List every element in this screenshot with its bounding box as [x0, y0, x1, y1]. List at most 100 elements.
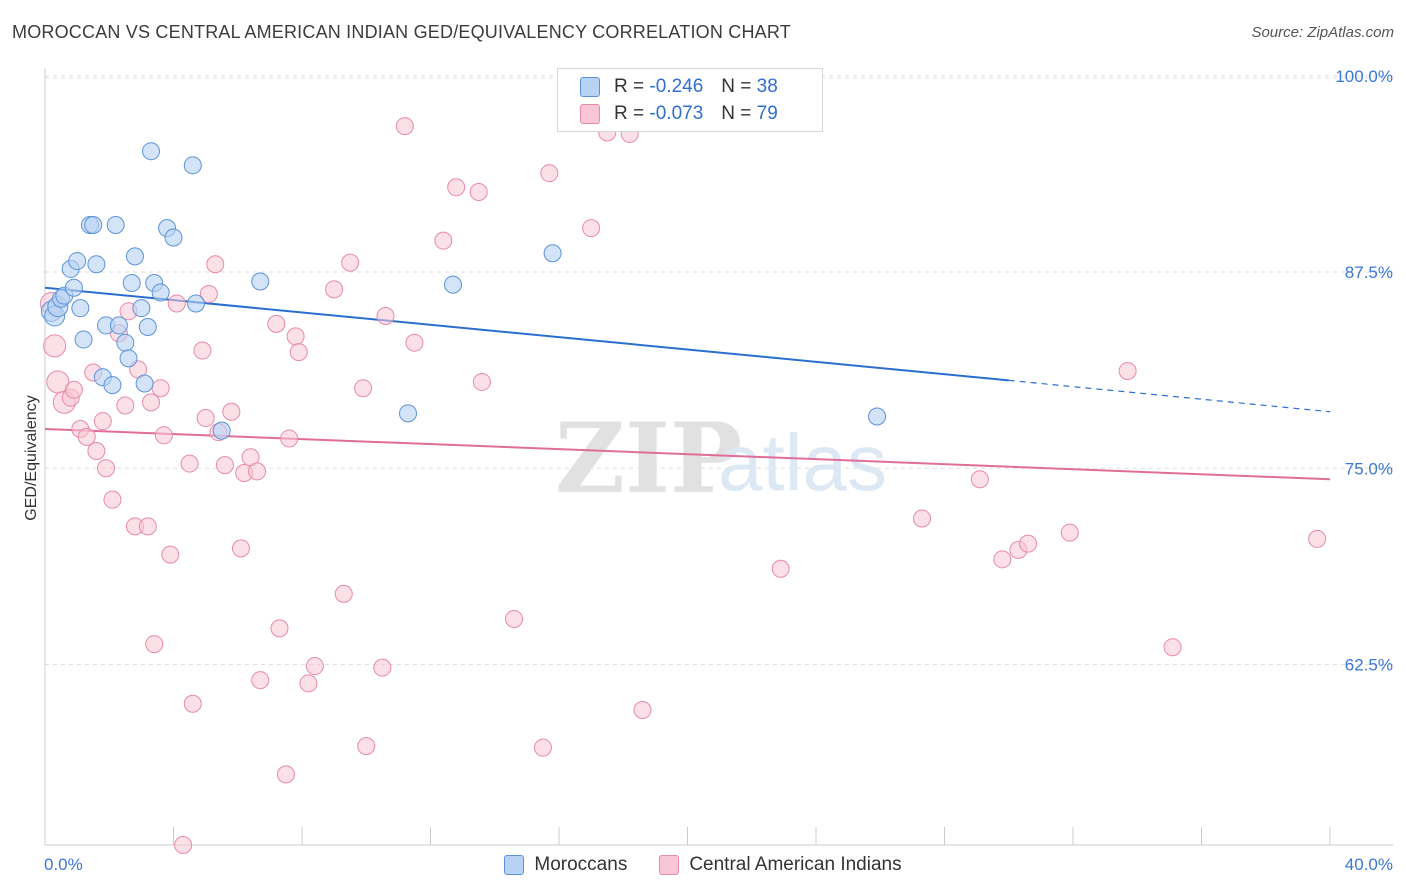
moroccans-point — [116, 333, 135, 352]
central-american-indians-point — [405, 333, 424, 352]
central-american-indians-point — [145, 635, 164, 654]
legend-row-moroccans: R = -0.246 N = 38 — [580, 75, 778, 99]
central-american-indians-point — [222, 402, 241, 421]
r-label: R = — [614, 76, 645, 97]
central-american-indians-point — [395, 117, 414, 136]
central-american-indians-point — [248, 462, 267, 481]
central-american-indians-point — [116, 396, 135, 415]
moroccans-point — [125, 247, 144, 266]
central-american-indians-point — [215, 456, 234, 475]
y-tick-label: 62.5% — [1345, 655, 1393, 674]
moroccans-point — [443, 275, 462, 294]
central-american-indians-point — [289, 343, 308, 362]
moroccans-point — [399, 404, 418, 423]
central-american-indians-point — [103, 490, 122, 509]
central-american-indians-point — [325, 280, 344, 299]
central-american-indians-trend-line — [44, 428, 1331, 481]
central-american-indians-point — [280, 429, 299, 448]
central-american-indians-point — [970, 470, 989, 489]
central-american-indians-point — [582, 219, 601, 238]
moroccans-trend-line — [44, 286, 1009, 382]
central-american-indians-point — [1060, 523, 1079, 542]
central-american-indians-point — [341, 253, 360, 272]
central-american-indians-point — [270, 619, 289, 638]
legend-label: Moroccans — [534, 854, 628, 875]
moroccans-point — [132, 299, 151, 318]
moroccans-point — [74, 330, 93, 349]
moroccans-point — [122, 274, 141, 293]
moroccans-point — [186, 294, 205, 313]
chart-title: MOROCCAN VS CENTRAL AMERICAN INDIAN GED/… — [12, 22, 791, 42]
moroccans-point — [71, 299, 90, 318]
legend-item-moroccans[interactable]: Moroccans — [504, 854, 627, 876]
central-american-indians-point — [354, 379, 373, 398]
central-american-indians-point — [505, 609, 524, 628]
r-value: -0.073 — [649, 103, 704, 124]
legend-label: Central American Indians — [689, 854, 902, 875]
n-label: N = — [721, 103, 752, 124]
central-american-indians-point — [43, 334, 67, 358]
moroccans-point — [84, 215, 103, 234]
central-american-indians-point — [231, 539, 250, 558]
central-american-indians-point — [286, 327, 305, 346]
central-american-indians-point — [267, 314, 286, 333]
moroccans-point — [543, 244, 562, 263]
central-american-indians-point — [161, 545, 180, 564]
central-american-indians-point — [447, 178, 466, 197]
blue-swatch — [580, 77, 600, 97]
central-american-indians-point — [93, 412, 112, 431]
watermark-zip: ZIP — [555, 402, 742, 515]
central-american-indians-point — [196, 409, 215, 428]
central-american-indians-point — [376, 307, 395, 326]
central-american-indians-point — [305, 657, 324, 676]
moroccans-point — [212, 421, 231, 440]
central-american-indians-point — [1163, 638, 1182, 657]
n-value: 38 — [756, 76, 778, 97]
r-label: R = — [614, 103, 645, 124]
central-american-indians-point — [154, 426, 173, 445]
central-american-indians-point — [97, 459, 116, 478]
moroccans-point — [106, 215, 125, 234]
source-label: Source: ZipAtlas.com — [1251, 24, 1394, 41]
y-tick-label: 100.0% — [1335, 67, 1393, 86]
central-american-indians-point — [174, 836, 193, 854]
central-american-indians-point — [633, 701, 652, 720]
central-american-indians-point — [276, 765, 295, 784]
r-value: -0.246 — [649, 76, 704, 97]
moroccans-point — [64, 278, 83, 297]
moroccans-point — [251, 272, 270, 291]
central-american-indians-point — [1019, 534, 1038, 553]
central-american-indians-point — [472, 372, 491, 391]
moroccans-point — [103, 376, 122, 395]
axes — [44, 68, 1393, 846]
central-american-indians-point — [151, 379, 170, 398]
moroccans-point — [119, 349, 138, 368]
moroccans-point — [135, 374, 154, 393]
moroccans-point — [138, 318, 157, 336]
central-american-indians-point — [1308, 529, 1327, 548]
moroccans-point — [183, 156, 202, 175]
central-american-indians-point — [138, 517, 157, 536]
legend-row-central-american-indians: R = -0.073 N = 79 — [580, 102, 778, 126]
central-american-indians-point — [540, 164, 559, 183]
central-american-indians-point — [533, 738, 552, 757]
legend-item-central-american-indians[interactable]: Central American Indians — [659, 854, 902, 876]
central-american-indians-point — [469, 183, 488, 202]
moroccans-point — [142, 142, 161, 161]
pink-swatch — [580, 104, 600, 124]
central-american-indians-point — [913, 509, 932, 528]
moroccans-point — [151, 283, 170, 302]
moroccans-points — [40, 142, 887, 440]
central-american-indians-point — [193, 341, 212, 360]
y-tick-label: 87.5% — [1345, 263, 1393, 282]
central-american-indians-point — [993, 550, 1012, 569]
tick-labels: 62.5% 75.0% 87.5% 100.0% 0.0% 40.0% — [44, 67, 1393, 874]
moroccans-point — [164, 228, 183, 247]
central-american-indians-point — [251, 671, 270, 690]
x-tick-label: 0.0% — [44, 855, 83, 874]
pink-swatch — [659, 855, 680, 875]
x-tick-label: 40.0% — [1345, 855, 1393, 874]
central-american-indians-point — [87, 442, 106, 461]
central-american-indians-point — [199, 285, 218, 304]
